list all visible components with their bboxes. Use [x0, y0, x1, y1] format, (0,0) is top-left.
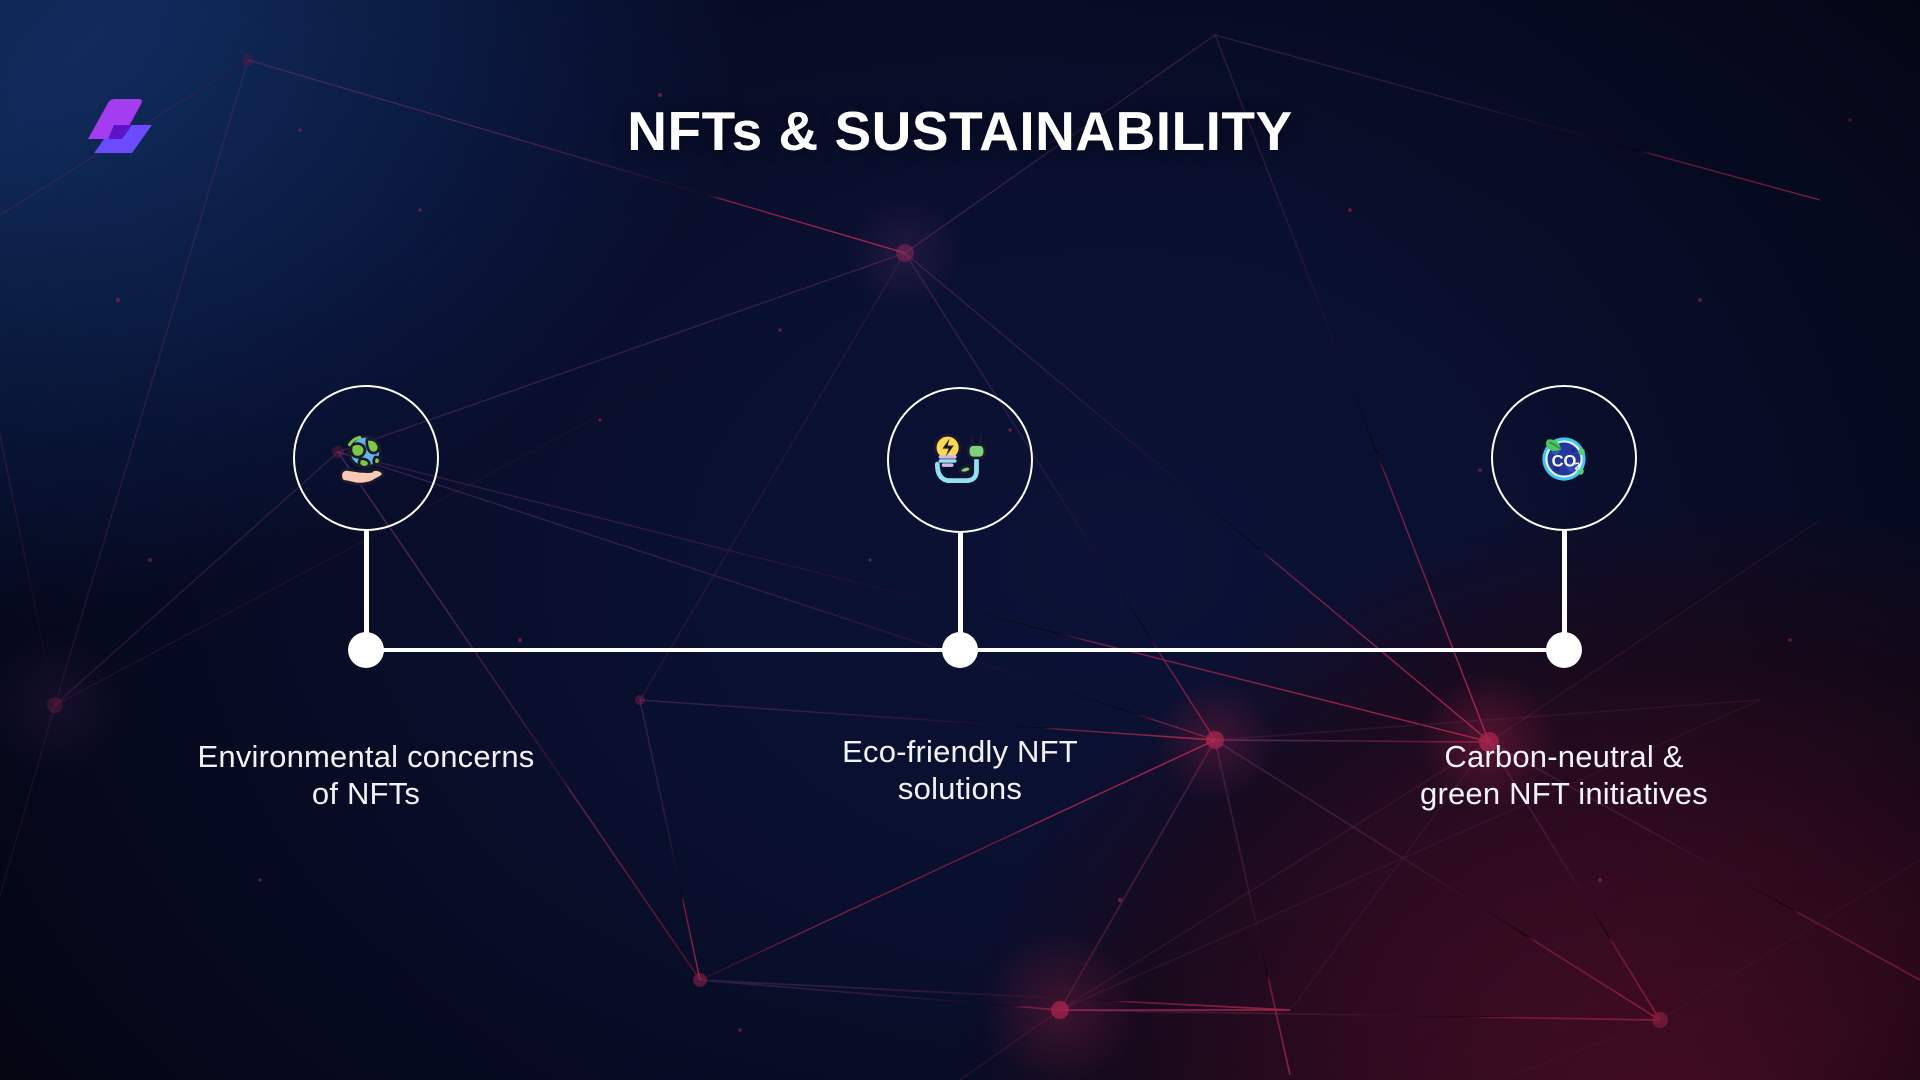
timeline-node-2-stem — [957, 533, 963, 643]
caption-line: solutions — [897, 771, 1023, 807]
timeline-node-2-caption: Eco-friendly NFT solutions — [725, 733, 1195, 807]
timeline-node-1-circle[interactable] — [293, 385, 439, 531]
hand-holding-earth-icon — [339, 435, 385, 486]
caption-line: of NFTs — [311, 776, 421, 812]
timeline-node-3-caption: Carbon-neutral & green NFT initiatives — [1329, 738, 1799, 812]
timeline-node-3-stem — [1561, 531, 1567, 643]
page-title: NFTs & SUSTAINABILITY — [627, 100, 1293, 162]
brand-logo[interactable] — [86, 95, 170, 163]
lightbulb-eco-plug-icon — [933, 433, 987, 483]
timeline-node-1-dot[interactable] — [348, 632, 384, 668]
timeline-node-1-caption: Environmental concerns of NFTs — [131, 738, 601, 812]
svg-text:2: 2 — [1575, 461, 1581, 472]
timeline-node-1-stem — [363, 531, 369, 643]
timeline-node-2-circle[interactable] — [887, 387, 1033, 533]
timeline-node-3-circle[interactable]: CO 2 — [1491, 385, 1637, 531]
caption-line: green NFT initiatives — [1420, 776, 1708, 812]
timeline-node-2-dot[interactable] — [942, 632, 978, 668]
caption-line: Carbon-neutral & — [1444, 739, 1684, 774]
caption-line: Environmental concerns — [197, 739, 535, 774]
co2-leaf-icon: CO 2 — [1542, 437, 1586, 481]
caption-line: Eco-friendly NFT — [842, 734, 1078, 769]
timeline-node-3-dot[interactable] — [1546, 632, 1582, 668]
svg-text:CO: CO — [1552, 452, 1577, 470]
